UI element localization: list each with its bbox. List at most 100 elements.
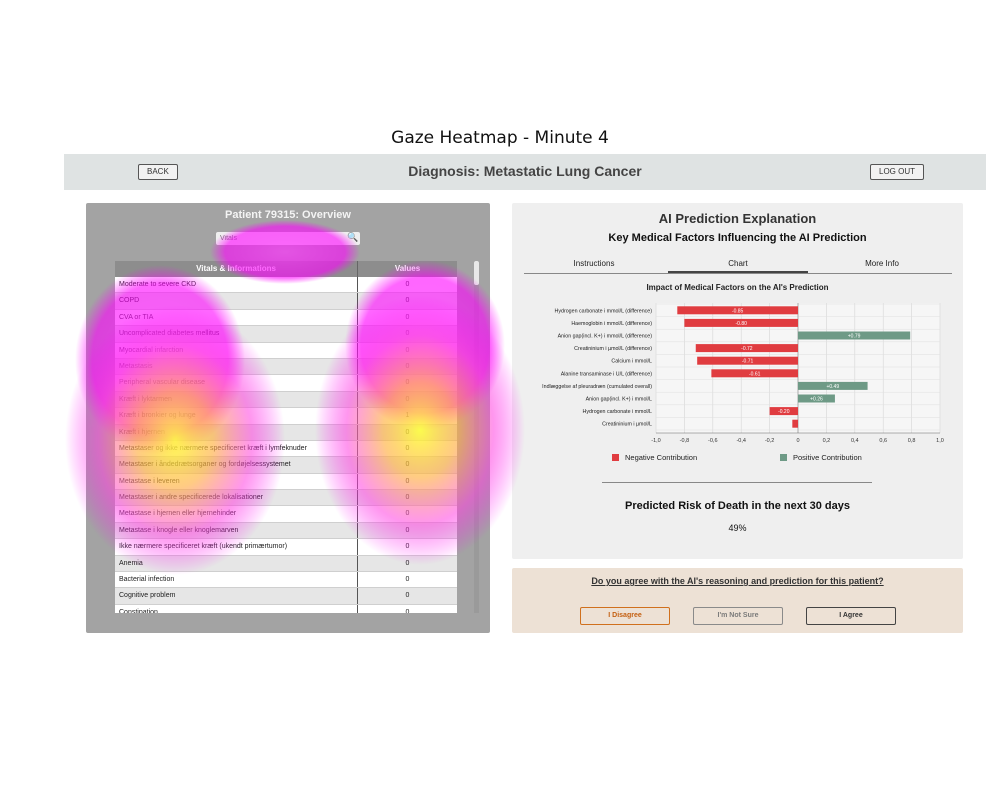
vital-label: Kræft i hjernen — [115, 424, 358, 440]
x-tick-label: -1,0 — [651, 438, 660, 444]
factor-impact-chart: -1,0 -0,8 -0,6 -0,4 -0,2 0 0,2 0,4 0,6 0,8 1,0 Hydr… — [542, 303, 944, 462]
vital-label: Uncomplicated diabetes mellitus — [115, 326, 358, 342]
vital-value: 0 — [405, 297, 410, 305]
category-label: Calcium i mmol/L — [611, 359, 652, 365]
vital-label: Anemia — [115, 555, 358, 572]
vital-label: CVA or TIA — [115, 309, 358, 326]
vital-label: Constipation — [115, 604, 358, 613]
x-tick-label: 0,8 — [908, 438, 916, 444]
table-row: Metastase i knogle eller knoglemarven 0 — [115, 522, 457, 540]
legend-label-negative: Negative Contribution — [625, 453, 697, 462]
category-label: Anion gap(incl. K+) i mmol/L (difference… — [558, 334, 653, 340]
x-tick-label: 0 — [796, 438, 799, 444]
table-row: Constipation 0 — [115, 604, 457, 613]
legend-label-positive: Positive Contribution — [793, 453, 862, 462]
table-row: Anemia 0 — [115, 555, 457, 573]
bar — [769, 407, 798, 416]
vital-value: 0 — [405, 510, 410, 518]
table-row: Metastase i leveren 0 — [115, 473, 457, 491]
vital-label: Bacterial infection — [115, 572, 358, 588]
bar — [798, 394, 835, 403]
table-row: Metastaser og ikke nærmere specificeret … — [115, 440, 457, 458]
table-row: Kræft i bronkier og lunge 1 — [115, 408, 457, 425]
not-sure-button[interactable]: I'm Not Sure — [693, 607, 783, 625]
column-header-values: Values — [394, 264, 421, 273]
x-tick-label: 0,2 — [823, 438, 831, 444]
vital-label: Moderate to severe CKD — [115, 277, 358, 293]
risk-value: 49% — [728, 523, 747, 533]
vital-value: 0 — [405, 592, 410, 600]
table-row: Kræft i hjernen 0 — [115, 424, 457, 441]
vital-value: 0 — [405, 313, 410, 321]
data-label: +0.26 — [810, 397, 823, 403]
vital-label: Metastasis — [115, 358, 358, 375]
vital-label: Metastase i leveren — [115, 473, 358, 490]
vital-label: Myocardial infarction — [115, 342, 358, 358]
disagree-button[interactable]: I Disagree — [580, 607, 670, 625]
agree-button[interactable]: I Agree — [806, 607, 896, 625]
category-label: Haemoglobin i mmol/L (difference) — [571, 321, 652, 327]
vital-label: Metastaser i andre specificerede lokalis… — [115, 490, 358, 506]
logout-button[interactable]: LOG OUT — [870, 164, 925, 180]
vital-value: 0 — [405, 608, 410, 613]
vital-value: 0 — [405, 576, 410, 584]
data-label: -0.20 — [778, 409, 790, 415]
diagnosis-title: Diagnosis: Metastatic Lung Cancer — [408, 163, 642, 179]
data-label: +0.79 — [848, 334, 861, 340]
x-tick-label: 1,0 — [936, 438, 944, 444]
agreement-question: Do you agree with the AI's reasoning and… — [591, 576, 884, 586]
bar — [695, 344, 798, 353]
vital-value: 0 — [405, 543, 410, 551]
bar — [711, 369, 798, 378]
vital-label: Kræft i bronkier og lunge — [115, 408, 358, 424]
explanation-tabs: Instructions Chart More Info — [524, 257, 952, 274]
data-label: -0.72 — [741, 346, 753, 352]
vital-value: 0 — [405, 346, 410, 354]
category-label: Hydrogen carbonate i mmol/L (difference) — [555, 308, 653, 314]
ai-panel-subtitle: Key Medical Factors Influencing the AI P… — [608, 232, 867, 244]
back-button[interactable]: BACK — [138, 164, 178, 180]
search-icon: 🔍 — [347, 233, 359, 243]
scrollbar-thumb[interactable] — [474, 261, 479, 285]
data-label: -0.61 — [749, 371, 761, 377]
table-row: Ikke nærmere specificeret kræft (ukendt … — [115, 539, 457, 556]
bar — [697, 356, 798, 365]
table-row: CVA or TIA 0 — [115, 309, 457, 327]
data-label: -0.80 — [735, 321, 747, 327]
vital-label: COPD — [115, 293, 358, 309]
table-row: Peripheral vascular disease 0 — [115, 375, 457, 392]
agreement-panel: Do you agree with the AI's reasoning and… — [512, 568, 963, 633]
table-row: Bacterial infection 0 — [115, 572, 457, 589]
patient-overview-panel: Patient 79315: Overview 🔍 Vitals & Infor… — [86, 203, 490, 633]
panel-divider — [602, 482, 872, 483]
table-scrollbar[interactable] — [474, 261, 479, 613]
category-label: Indlæggelse af pleuradræn (cumulated ove… — [542, 384, 652, 390]
tab-more-info[interactable]: More Info — [865, 259, 899, 268]
vital-value: 0 — [405, 461, 410, 469]
table-row: Cognitive problem 0 — [115, 588, 457, 605]
data-label: -0.85 — [732, 308, 744, 314]
tab-instructions[interactable]: Instructions — [573, 259, 615, 268]
table-row: Metastase i hjernen eller hjernehinder 0 — [115, 506, 457, 523]
vital-value: 0 — [405, 559, 410, 567]
figure-title: Gaze Heatmap - Minute 4 — [391, 128, 609, 148]
vital-value: 0 — [405, 281, 410, 288]
vital-value: 0 — [405, 330, 410, 338]
data-label: +0.49 — [826, 384, 839, 390]
bar — [798, 381, 868, 390]
tab-chart[interactable]: Chart — [668, 257, 808, 273]
table-row: Moderate to severe CKD 0 — [115, 277, 457, 294]
vital-label: Kræft i lyktarmen — [115, 391, 358, 408]
category-label: Anion gap(incl. K+) i mmol/L — [586, 397, 652, 403]
vital-label: Metastase i hjernen eller hjernehinder — [115, 506, 358, 522]
x-tick-label: 0,4 — [851, 438, 859, 444]
app-window: BACK Diagnosis: Metastatic Lung Cancer L… — [64, 154, 986, 634]
table-row: COPD 0 — [115, 293, 457, 310]
vital-label: Cognitive problem — [115, 588, 358, 604]
vital-value: 0 — [405, 362, 410, 370]
table-row: Kræft i lyktarmen 0 — [115, 391, 457, 409]
category-label: Creatininium i µmol/L (difference) — [574, 346, 652, 352]
vitals-table: Vitals & Informations Values Moderate to… — [115, 261, 457, 613]
vitals-search-input[interactable] — [216, 232, 360, 245]
vital-value: 0 — [405, 494, 410, 502]
